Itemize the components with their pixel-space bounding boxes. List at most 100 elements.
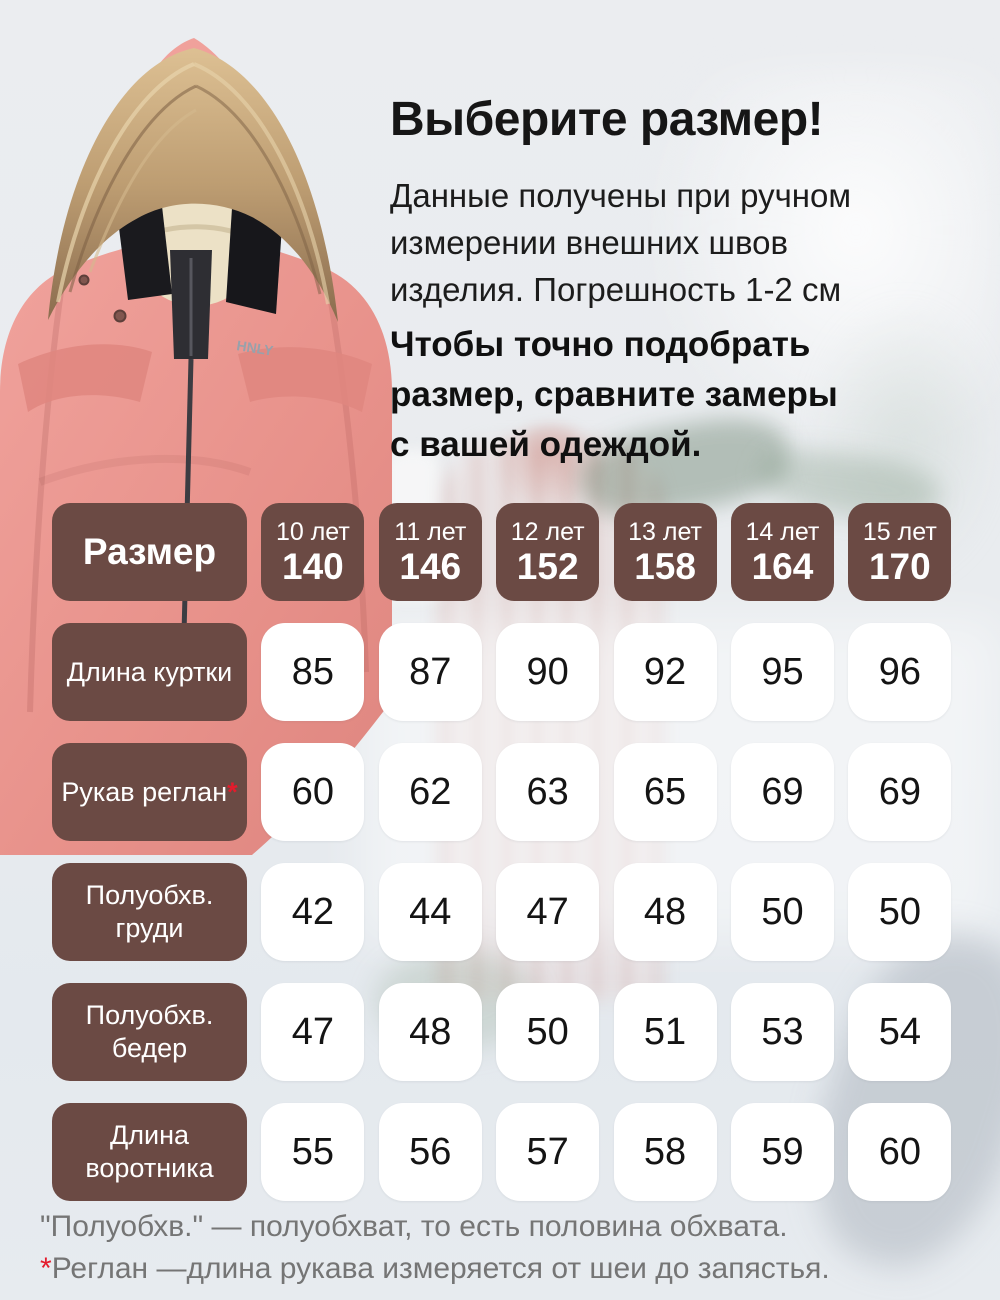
- measurement-value: 57: [526, 1130, 569, 1173]
- measurement-value: 47: [526, 890, 569, 933]
- column-age-label: 10 лет: [275, 518, 350, 546]
- intro-paragraph: Данные получены при ручном измерении вне…: [390, 172, 851, 313]
- column-header-cell: 11 лет 146: [378, 503, 482, 601]
- measurement-value: 69: [761, 770, 804, 813]
- row-label-text: Длина куртки: [66, 656, 233, 687]
- value-cell: 48: [378, 983, 482, 1081]
- value-cell: 96: [848, 623, 952, 721]
- value-cell: 87: [378, 623, 482, 721]
- row-label-cell: Длина воротника: [52, 1103, 247, 1201]
- column-size-value: 164: [751, 546, 814, 587]
- measurement-value: 55: [291, 1130, 335, 1173]
- value-cell: 85: [261, 623, 365, 721]
- footnote-halfgirth: "Полуобхв." — полуобхват, то есть полови…: [40, 1210, 788, 1243]
- measurement-value: 85: [291, 650, 335, 693]
- row-label-cell: Длина куртки: [52, 623, 247, 721]
- measurement-value: 87: [409, 650, 452, 693]
- value-cell: 50: [496, 983, 600, 1081]
- measurement-value: 42: [291, 890, 335, 933]
- measurement-value: 54: [878, 1010, 921, 1053]
- measurement-value: 48: [409, 1010, 452, 1053]
- value-cell: 53: [730, 983, 834, 1081]
- column-age-label: 13 лет: [628, 518, 702, 546]
- value-cell: 50: [730, 863, 834, 961]
- measurement-value: 53: [761, 1010, 804, 1053]
- row-label-text: Полуобхв. бедер: [85, 1000, 214, 1063]
- intro-line: измерении внешних швов: [390, 224, 788, 261]
- measurement-value: 56: [409, 1130, 452, 1173]
- measurement-value: 50: [878, 890, 921, 933]
- size-table: Размер 10 лет 140 11 лет 146 12 лет 152 13 лет 1…: [52, 503, 952, 1201]
- value-cell: 56: [378, 1103, 482, 1201]
- column-size-value: 170: [868, 546, 931, 587]
- measurement-value: 69: [878, 770, 921, 813]
- value-cell: 44: [378, 863, 482, 961]
- row-label-text: Длина воротника: [85, 1120, 214, 1183]
- value-cell: 65: [613, 743, 717, 841]
- column-header-cell: 10 лет 140: [261, 503, 365, 601]
- column-header-cell: 15 лет 170: [848, 503, 952, 601]
- column-age-label: 14 лет: [745, 518, 820, 546]
- value-cell: 63: [496, 743, 600, 841]
- value-cell: 42: [261, 863, 365, 961]
- value-cell: 51: [613, 983, 717, 1081]
- intro-line: Данные получены при ручном: [390, 177, 852, 214]
- value-cell: 48: [613, 863, 717, 961]
- row-label-text: Полуобхв. груди: [85, 880, 214, 943]
- page-title: Выберите размер!: [390, 93, 824, 146]
- measurement-value: 58: [643, 1130, 687, 1173]
- column-age-label: 11 лет: [394, 518, 467, 546]
- measurement-value: 51: [643, 1010, 687, 1053]
- measurement-value: 95: [761, 650, 804, 693]
- value-cell: 55: [261, 1103, 365, 1201]
- footnote-raglan: *Реглан —длина рукава измеряется от шеи …: [40, 1252, 830, 1285]
- column-age-label: 12 лет: [510, 518, 585, 546]
- column-size-value: 158: [634, 546, 696, 587]
- emphasis-line: с вашей одеждой.: [390, 425, 702, 464]
- value-cell: 69: [848, 743, 952, 841]
- value-cell: 90: [496, 623, 600, 721]
- measurement-value: 60: [291, 770, 335, 813]
- value-cell: 54: [848, 983, 952, 1081]
- value-cell: 60: [848, 1103, 952, 1201]
- value-cell: 47: [496, 863, 600, 961]
- column-age-label: 15 лет: [862, 518, 937, 546]
- row-label-text: Рукав реглан*: [61, 776, 238, 807]
- column-size-value: 146: [399, 546, 462, 587]
- measurement-value: 44: [409, 890, 452, 933]
- column-size-value: 140: [282, 546, 344, 587]
- jacket-fur-trim: [48, 48, 338, 322]
- measurement-value: 50: [761, 890, 804, 933]
- intro-line: изделия. Погрешность 1-2 см: [390, 271, 842, 308]
- value-cell: 50: [848, 863, 952, 961]
- column-header-cell: 14 лет 164: [730, 503, 834, 601]
- measurement-value: 59: [761, 1130, 804, 1173]
- row-label-cell: Полуобхв. бедер: [52, 983, 247, 1081]
- measurement-value: 48: [643, 890, 687, 933]
- measurement-value: 65: [643, 770, 687, 813]
- row-label-cell: Полуобхв. груди: [52, 863, 247, 961]
- footnotes: "Полуобхв." — полуобхват, то есть полови…: [40, 1206, 830, 1290]
- measurement-value: 60: [878, 1130, 921, 1173]
- column-size-value: 152: [516, 546, 579, 587]
- measurement-value: 62: [409, 770, 452, 813]
- jacket-brand-label: HNLY: [236, 337, 276, 359]
- value-cell: 47: [261, 983, 365, 1081]
- measurement-value: 92: [643, 650, 687, 693]
- measurement-value: 50: [526, 1010, 569, 1053]
- emphasis-line: размер, сравните замеры: [390, 375, 838, 414]
- measurement-value: 47: [291, 1010, 335, 1053]
- asterisk-marker: *: [227, 776, 238, 807]
- column-header-cell: 12 лет 152: [496, 503, 600, 601]
- measurement-value: 96: [878, 650, 921, 693]
- emphasis-line: Чтобы точно подобрать: [390, 325, 811, 364]
- measurement-value: 90: [526, 650, 569, 693]
- measurement-value: 63: [526, 770, 569, 813]
- row-label-cell: Рукав реглан*: [52, 743, 247, 841]
- value-cell: 60: [261, 743, 365, 841]
- emphasis-paragraph: Чтобы точно подобрать размер, сравните з…: [390, 320, 838, 470]
- value-cell: 58: [613, 1103, 717, 1201]
- value-cell: 59: [730, 1103, 834, 1201]
- value-cell: 57: [496, 1103, 600, 1201]
